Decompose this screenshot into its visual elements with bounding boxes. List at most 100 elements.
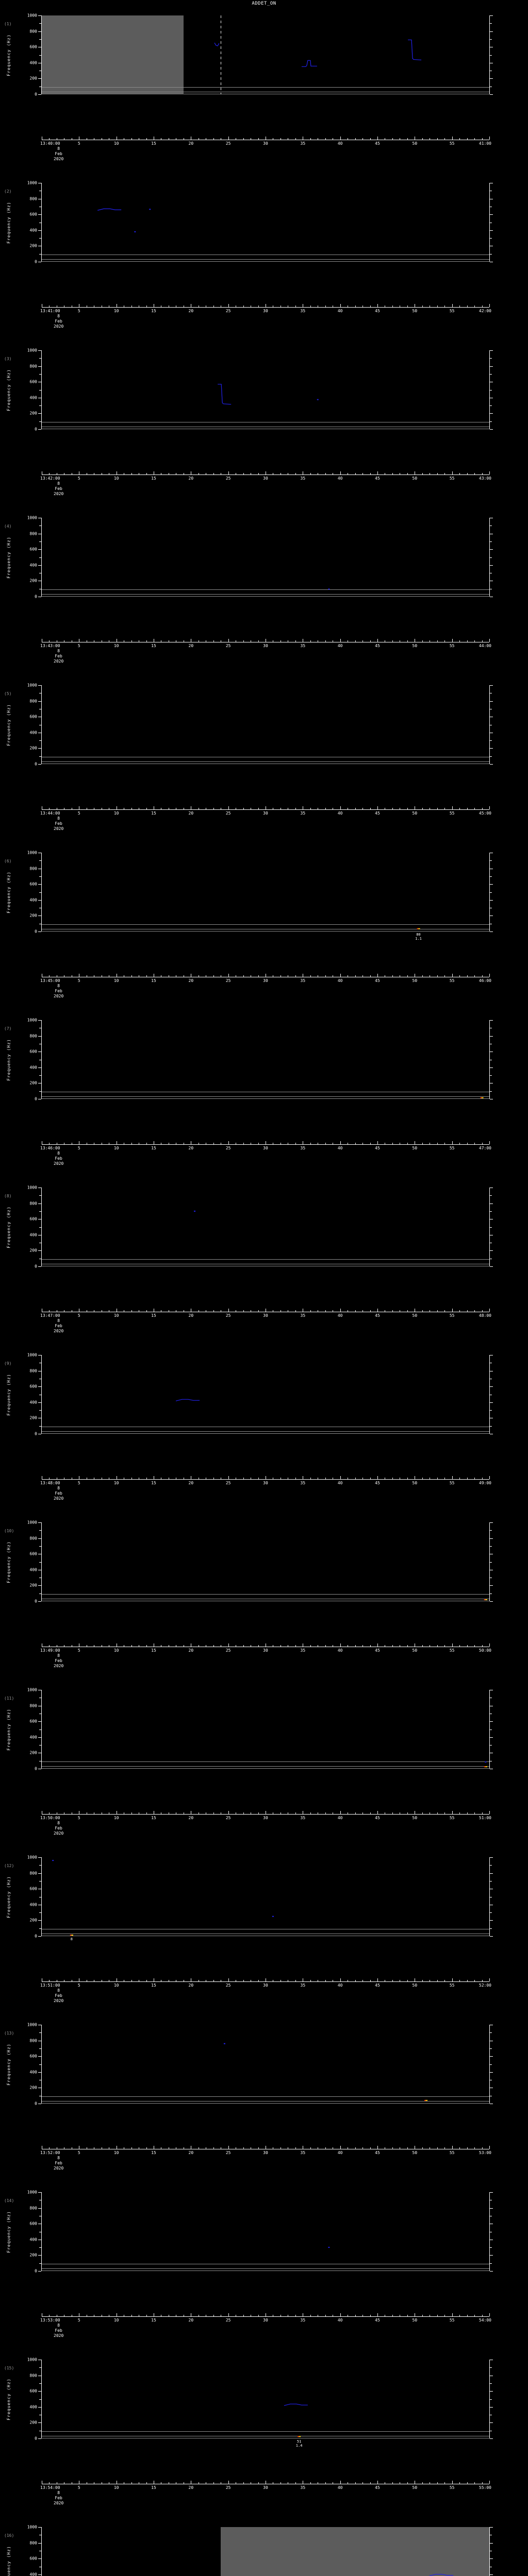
x-axis-tick-minor (243, 640, 244, 642)
y-axis-label: 0 (35, 929, 37, 934)
y-axis-tick (38, 1601, 41, 1602)
x-axis-tick-minor (295, 1645, 296, 1647)
y-axis-tick-minor-right (490, 860, 492, 861)
x-axis-label: 20 (188, 643, 194, 648)
trace-layer (42, 350, 489, 429)
x-axis-tick-minor (474, 1310, 475, 1312)
trace-point (485, 1761, 487, 1762)
y-axis-tick-minor (39, 1227, 41, 1228)
x-axis-label: 45 (375, 1816, 380, 1820)
panel-number: (2) (4, 189, 12, 194)
y-axis-spine-right (489, 518, 490, 597)
y-axis-tick-right (490, 1936, 493, 1937)
y-axis-label: 600 (29, 1551, 37, 1556)
x-axis-tick-minor (444, 1645, 446, 1647)
y-axis-tick-right (490, 1721, 493, 1722)
x-axis-label: 15 (151, 141, 156, 146)
y-axis-label: 600 (29, 882, 37, 887)
x-axis-label-start: 13:51:00 (40, 1983, 60, 1988)
x-axis-label: 30 (263, 476, 268, 481)
x-axis-tick-minor (49, 1812, 50, 1815)
detection-annotation: 8 (70, 1937, 73, 1941)
x-axis-tick (228, 1978, 229, 1981)
x-axis-label: 20 (188, 978, 194, 983)
y-axis-tick-minor (39, 2247, 41, 2248)
x-axis-tick-minor (243, 975, 244, 977)
y-axis-tick-right (490, 214, 493, 215)
x-axis-tick-minor (310, 473, 311, 475)
x-axis-label: 50 (412, 1481, 418, 1485)
plot-panel: (5) Frequency (Hz) 0 200 400 600 800 1000 13:44:… (0, 678, 528, 845)
panel-number: (5) (4, 691, 12, 696)
y-axis-tick (38, 429, 41, 430)
y-axis-label: 200 (29, 411, 37, 416)
x-axis-tick-minor (131, 1478, 132, 1480)
x-axis-label: 15 (151, 811, 156, 816)
x-axis-tick-minor (243, 2315, 244, 2317)
x-axis-tick-minor (459, 306, 460, 308)
x-axis-tick-minor (295, 1478, 296, 1480)
x-axis-label: 50 (412, 1816, 418, 1820)
trace-point (223, 2043, 225, 2044)
y-axis-spine-right (489, 2025, 490, 2104)
y-axis-tick-minor (39, 55, 41, 56)
y-axis-tick-minor-right (490, 892, 492, 893)
x-axis-tick-minor (213, 2315, 214, 2317)
y-axis-label: 400 (29, 897, 37, 903)
x-axis-label: 40 (337, 141, 343, 146)
x-axis-tick-minor (467, 640, 468, 642)
y-axis-tick (38, 2072, 41, 2073)
x-axis-tick-minor (146, 2482, 147, 2484)
x-axis-tick-minor (131, 2315, 132, 2317)
date-stack: 8 Feb 2020 (54, 1151, 64, 1166)
plot-area (42, 350, 489, 429)
y-axis-tick-right (490, 429, 493, 430)
detection-annotation: 80 1.1 (415, 933, 422, 941)
x-axis-tick-minor (258, 1478, 259, 1480)
y-axis-tick-right (490, 1522, 493, 1523)
x-axis-tick-minor (362, 2315, 364, 2317)
x-axis-label: 5 (77, 2318, 80, 2323)
x-axis-tick-minor (146, 1310, 147, 1312)
x-axis-tick-minor (362, 1310, 364, 1312)
y-axis-label: 400 (29, 1232, 37, 1238)
x-axis-label: 40 (337, 2318, 343, 2323)
x-axis-tick-minor (407, 1812, 408, 1815)
y-axis-tick-right (490, 2192, 493, 2193)
x-axis-tick-minor (362, 2147, 364, 2149)
y-axis-label: 0 (35, 1599, 37, 1604)
y-axis-label: 600 (29, 1719, 37, 1724)
y-axis-spine-left (41, 15, 42, 94)
x-axis-label: 15 (151, 2485, 156, 2490)
x-axis-tick-minor (444, 2315, 446, 2317)
y-axis-tick-minor (39, 1211, 41, 1212)
y-axis-tick-right (490, 884, 493, 885)
x-axis-tick-minor (325, 1143, 326, 1145)
y-axis-label: 800 (29, 2540, 37, 2546)
y-axis-spine-left (41, 2360, 42, 2438)
x-axis-label-start: 13:54:00 (40, 2485, 60, 2490)
x-axis-tick-minor (295, 1812, 296, 1815)
x-axis-label: 45 (375, 643, 380, 648)
y-axis-title: Frequency (Hz) (6, 1038, 11, 1081)
y-axis-tick-minor-right (490, 1912, 492, 1913)
y-axis-tick-minor (39, 253, 41, 255)
y-axis-tick-right (490, 1538, 493, 1539)
x-axis-tick-minor (392, 808, 393, 810)
x-axis-tick-minor (243, 1812, 244, 1815)
x-axis-label: 55 (449, 476, 455, 481)
x-axis-tick-minor (49, 1478, 50, 1480)
x-axis-tick-minor (213, 975, 214, 977)
y-axis-tick-minor-right (490, 2048, 492, 2049)
y-axis-label: 800 (29, 2373, 37, 2378)
x-axis-tick-minor (467, 2482, 468, 2484)
y-axis-tick-minor-right (490, 1562, 492, 1563)
x-axis-tick-minor (295, 2147, 296, 2149)
x-axis-tick-minor (370, 640, 371, 642)
x-axis-label: 40 (337, 2485, 343, 2490)
y-axis-label: 800 (29, 1033, 37, 1039)
x-axis-tick-minor (370, 138, 371, 140)
y-axis-tick-minor-right (490, 405, 492, 406)
x-axis-label: 55 (449, 1481, 455, 1485)
x-axis-tick-minor (355, 2482, 356, 2484)
